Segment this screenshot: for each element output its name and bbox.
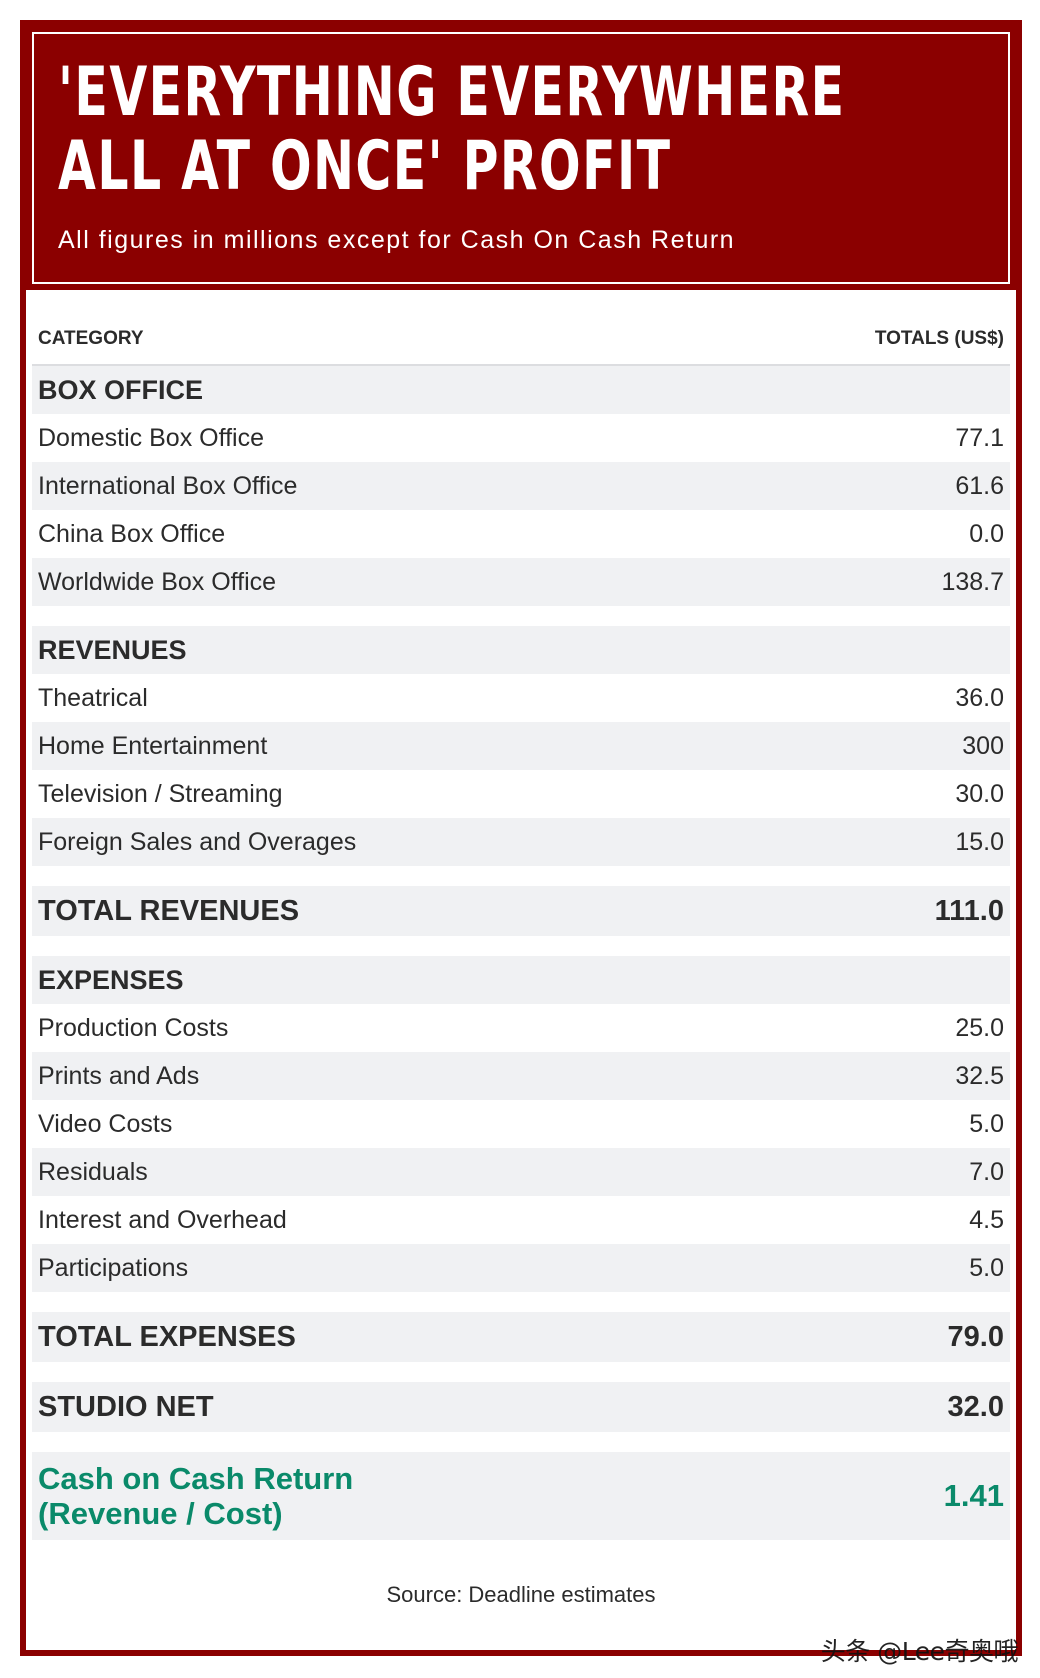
table-row: Participations 5.0 [32,1244,1010,1292]
row-value: 36.0 [955,683,1004,712]
row-value: 0.0 [969,519,1004,548]
total-expenses-label: TOTAL EXPENSES [38,1320,296,1353]
table-row: Theatrical 36.0 [32,674,1010,722]
page-title: 'EVERYTHING EVERYWHERE ALL AT ONCE' PROF… [58,53,846,206]
section-spacer [32,1432,1010,1452]
total-expenses-row: TOTAL EXPENSES 79.0 [32,1312,1010,1362]
cash-on-cash-label-line2: (Revenue / Cost) [38,1496,283,1531]
infographic-frame: 'EVERYTHING EVERYWHERE ALL AT ONCE' PROF… [20,20,1022,1656]
total-revenues-label: TOTAL REVENUES [38,894,300,927]
row-value: 7.0 [969,1157,1004,1186]
table-row: Home Entertainment 300 [32,722,1010,770]
row-value: 4.5 [969,1205,1004,1234]
table-row: Video Costs 5.0 [32,1100,1010,1148]
row-value: 5.0 [969,1109,1004,1138]
row-value: 138.7 [941,567,1004,596]
studio-net-value: 32.0 [947,1390,1004,1423]
row-value: 32.5 [955,1061,1004,1090]
table-row: Foreign Sales and Overages 15.0 [32,818,1010,866]
studio-net-label: STUDIO NET [38,1390,214,1423]
cash-on-cash-label: Cash on Cash Return (Revenue / Cost) [38,1461,353,1531]
column-header-totals: TOTALS (US$) [874,328,1004,349]
row-label: Foreign Sales and Overages [38,827,357,856]
page-subtitle: All figures in millions except for Cash … [58,226,736,254]
table-row: Prints and Ads 32.5 [32,1052,1010,1100]
studio-net-row: STUDIO NET 32.0 [32,1382,1010,1432]
row-value: 61.6 [955,471,1004,500]
profit-table: CATEGORY TOTALS (US$) BOX OFFICE Domesti… [32,306,1010,1608]
row-value: 30.0 [955,779,1004,808]
section-spacer [32,936,1010,956]
row-label: Prints and Ads [38,1061,200,1090]
row-label: Home Entertainment [38,731,268,760]
row-value: 25.0 [955,1013,1004,1042]
table-row: Production Costs 25.0 [32,1004,1010,1052]
source-note: Source: Deadline estimates [386,1582,656,1607]
column-header-category: CATEGORY [38,328,144,349]
row-label: Participations [38,1253,189,1282]
section-spacer [32,866,1010,886]
section-spacer [32,1362,1010,1382]
cash-on-cash-value: 1.41 [943,1478,1004,1513]
table-row: International Box Office 61.6 [32,462,1010,510]
row-label: Domestic Box Office [38,423,265,452]
row-label: Residuals [38,1157,148,1186]
table-row: Interest and Overhead 4.5 [32,1196,1010,1244]
section-heading-expenses: EXPENSES [32,956,1010,1004]
total-expenses-value: 79.0 [947,1320,1004,1353]
row-value: 77.1 [955,423,1004,452]
row-label: Production Costs [38,1013,229,1042]
row-label: Television / Streaming [38,779,283,808]
table-row: Domestic Box Office 77.1 [32,414,1010,462]
total-revenues-value: 111.0 [934,894,1004,927]
section-heading-box-office: BOX OFFICE [32,366,1010,414]
section-heading-revenues: REVENUES [32,626,1010,674]
row-label: Video Costs [38,1109,173,1138]
cash-on-cash-row: Cash on Cash Return (Revenue / Cost) 1.4… [32,1452,1010,1540]
table-header-row: CATEGORY TOTALS (US$) [32,306,1010,366]
header-banner: 'EVERYTHING EVERYWHERE ALL AT ONCE' PROF… [26,26,1016,290]
table-row: China Box Office 0.0 [32,510,1010,558]
section-spacer [32,606,1010,626]
section-spacer [32,1292,1010,1312]
row-label: International Box Office [38,471,298,500]
header-inner-border: 'EVERYTHING EVERYWHERE ALL AT ONCE' PROF… [32,32,1010,284]
row-label: China Box Office [38,519,226,548]
table-row: Worldwide Box Office 138.7 [32,558,1010,606]
total-revenues-row: TOTAL REVENUES 111.0 [32,886,1010,936]
row-label: Interest and Overhead [38,1205,287,1234]
table-row: Television / Streaming 30.0 [32,770,1010,818]
row-label: Theatrical [38,683,148,712]
row-label: Worldwide Box Office [38,567,277,596]
row-value: 300 [962,731,1004,760]
table-row: Residuals 7.0 [32,1148,1010,1196]
row-value: 15.0 [955,827,1004,856]
row-value: 5.0 [969,1253,1004,1282]
cash-on-cash-label-line1: Cash on Cash Return [38,1461,354,1496]
watermark: 头条 @Lee奇奥哦 [820,1637,1019,1666]
